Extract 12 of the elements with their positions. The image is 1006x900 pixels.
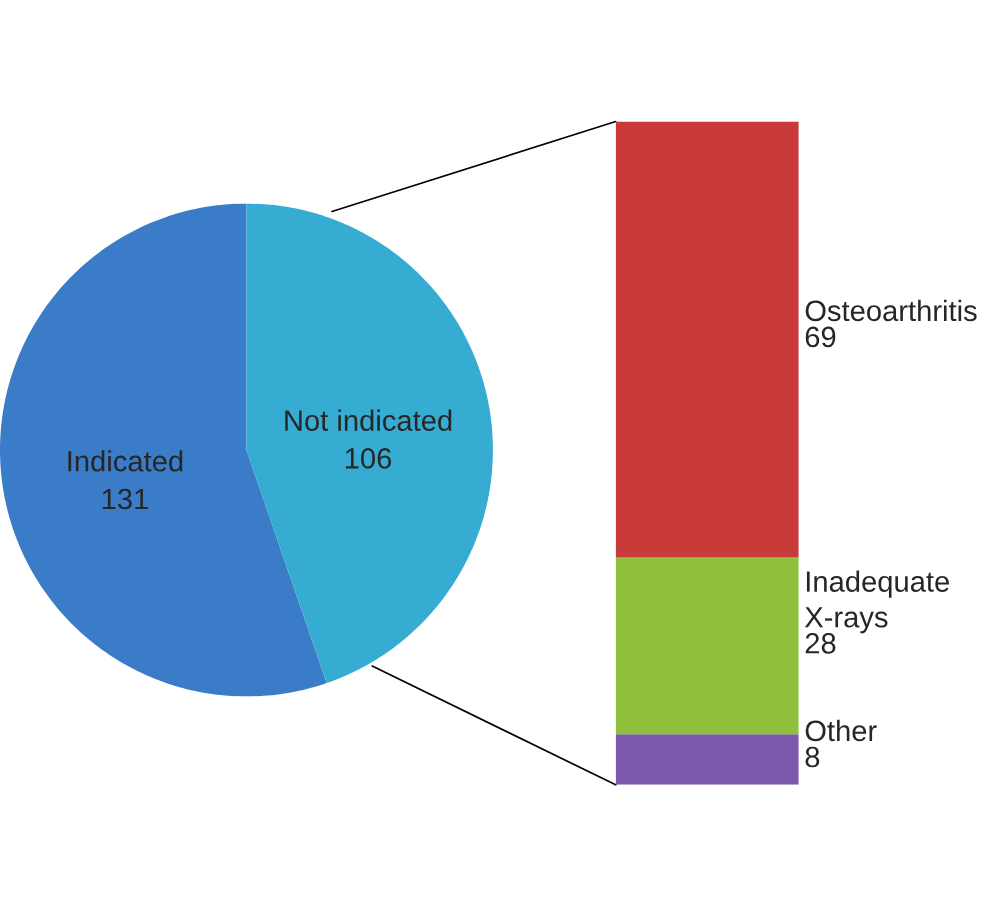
data-label: 8: [805, 746, 820, 768]
slice-label: Not indicated: [285, 409, 452, 431]
series-label: Osteoarthritis: [805, 299, 977, 322]
slice-label: Indicated: [68, 450, 183, 472]
data-label: 131: [102, 488, 148, 510]
data-label: 28: [805, 633, 836, 654]
series-label: Inadequate X-rays: [804, 570, 949, 634]
series-label: Other: [805, 719, 877, 742]
data-label: 69: [805, 326, 836, 348]
pie-slice: [0, 203, 327, 697]
data-label: 106: [345, 448, 392, 469]
pie-slice: [246, 203, 493, 684]
